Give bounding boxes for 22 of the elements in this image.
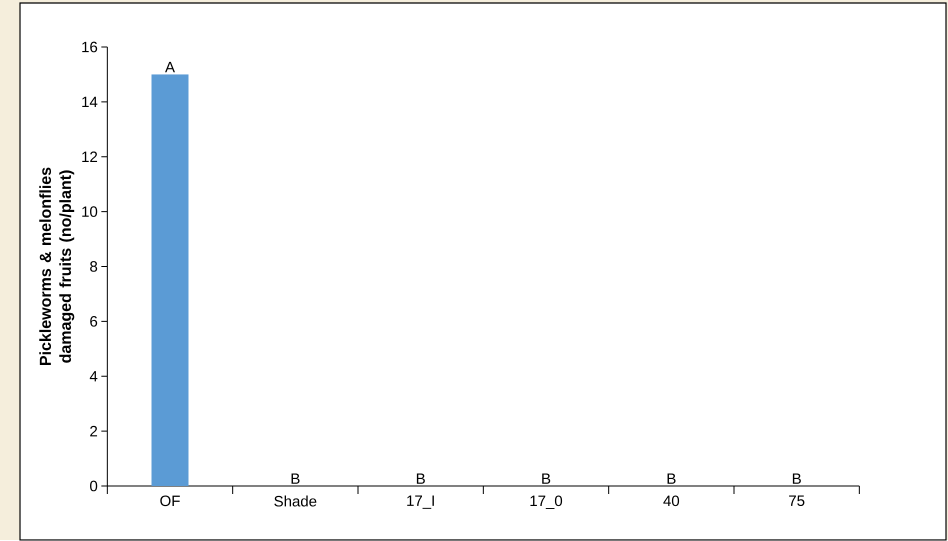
y-tick-label: 4: [90, 371, 98, 382]
data-label: A: [165, 62, 175, 72]
x-tick-label: 17_I: [407, 496, 434, 510]
data-label: B: [668, 474, 676, 484]
data-label: B: [292, 474, 300, 484]
data-label: B: [416, 474, 425, 484]
y-tick-label: 12: [82, 152, 98, 162]
x-tick-label: 75: [789, 496, 804, 506]
x-tick-label: Shade: [274, 496, 316, 507]
x-tick-label: 17_0: [530, 496, 562, 510]
y-axis-title: Pickleworms & melonflies damaged fruits (no/plant): [39, 168, 74, 366]
y-tick-label: 10: [82, 206, 98, 218]
x-tick-label: 40: [663, 496, 680, 506]
y-tick-label: 8: [90, 261, 98, 272]
x-tick-label: OF: [160, 496, 180, 506]
y-tick-label: 16: [82, 42, 98, 53]
y-tick-label: 6: [90, 316, 98, 327]
data-label: B: [792, 474, 801, 484]
y-tick-label: 0: [90, 480, 98, 492]
y-tick-label: 14: [82, 96, 98, 108]
data-label: B: [542, 474, 550, 484]
y-tick-label: 2: [90, 426, 98, 437]
